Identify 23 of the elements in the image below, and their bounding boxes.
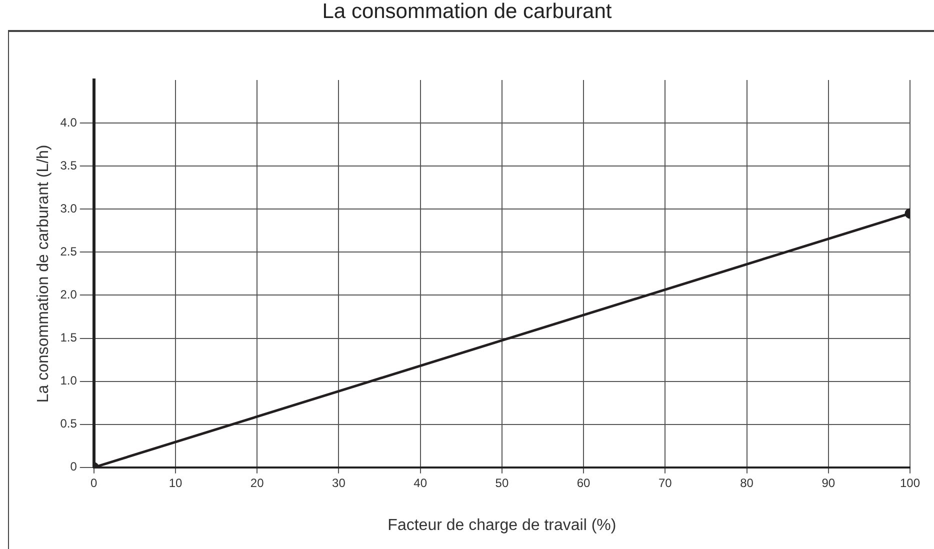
- x-tick-label: 60: [576, 476, 591, 490]
- y-tick-label: 0: [70, 460, 78, 474]
- x-tick-label: 40: [414, 476, 428, 490]
- x-tick-label: 80: [740, 476, 754, 490]
- x-tick-label: 0: [90, 476, 98, 490]
- x-tick-label: 20: [250, 476, 264, 490]
- x-tick-label: 70: [658, 476, 672, 490]
- x-tick-label: 50: [495, 476, 509, 490]
- y-tick-label: 1.5: [60, 330, 78, 345]
- y-tick-label: 3.5: [60, 158, 78, 172]
- x-tick-label: 100: [900, 476, 920, 490]
- x-tick-label: 30: [332, 476, 346, 490]
- y-axis-title: La consommation de carburant (L/h): [35, 144, 52, 403]
- y-tick-label: 2.5: [60, 244, 78, 258]
- y-tick-label: 4.0: [60, 115, 78, 130]
- x-axis-title: Facteur de charge de travail (%): [388, 516, 616, 534]
- y-tick-label: 1.0: [60, 374, 78, 388]
- y-tick-label: 0.5: [60, 416, 78, 431]
- y-tick-label: 2.0: [60, 288, 78, 302]
- y-tick-label: 3.0: [60, 201, 78, 216]
- x-tick-label: 90: [822, 476, 836, 490]
- chart-title: La consommation de carburant: [321, 0, 613, 24]
- x-tick-label: 10: [168, 476, 182, 490]
